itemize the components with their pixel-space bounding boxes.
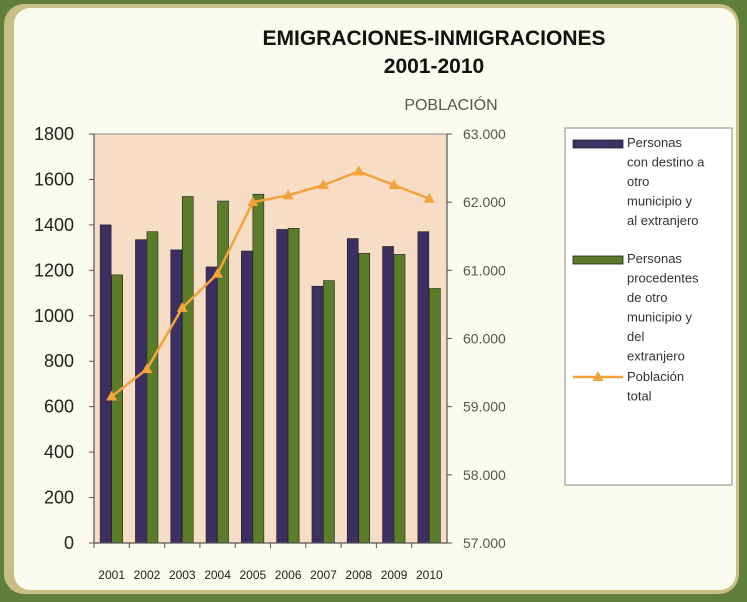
chart-title: EMIGRACIONES-INMIGRACIONES xyxy=(262,27,605,50)
x-tick-label: 2007 xyxy=(310,568,337,582)
right-axis-label: POBLACIÓN xyxy=(404,95,497,114)
x-tick-label: 2004 xyxy=(204,568,231,582)
legend-label: al extranjero xyxy=(627,213,699,228)
line-point xyxy=(212,267,224,278)
x-tick-label: 2001 xyxy=(98,568,125,582)
bar xyxy=(358,252,371,544)
bar xyxy=(170,249,183,544)
bar xyxy=(429,288,441,544)
bar xyxy=(181,196,194,544)
right-tick-label: 62.000 xyxy=(463,194,506,210)
line-point xyxy=(247,196,259,207)
legend-marker xyxy=(592,371,604,381)
left-tick-label: 600 xyxy=(44,397,74,417)
bar xyxy=(417,231,430,544)
legend-swatch xyxy=(572,139,624,149)
left-tick-label: 1800 xyxy=(34,124,74,144)
legend-label: extranjero xyxy=(627,349,685,364)
legend-label: Personas xyxy=(627,135,682,150)
legend-box xyxy=(564,127,733,486)
bar xyxy=(135,239,147,544)
legend-label: otro xyxy=(627,174,649,189)
line-point xyxy=(282,189,294,200)
line-point xyxy=(388,179,400,190)
bar xyxy=(287,227,300,544)
legend-label: Personas xyxy=(627,251,682,266)
legend-swatch xyxy=(572,255,624,265)
line-point xyxy=(423,192,435,203)
left-tick-label: 1000 xyxy=(34,306,74,326)
bar xyxy=(99,224,112,544)
legend-label: total xyxy=(627,389,652,404)
line-point xyxy=(176,301,188,312)
line-series xyxy=(110,170,430,398)
left-tick-label: 200 xyxy=(44,488,74,508)
x-tick-label: 2005 xyxy=(239,568,266,582)
x-tick-label: 2003 xyxy=(169,568,196,582)
chart-subtitle: 2001-2010 xyxy=(384,55,484,78)
left-tick-label: 800 xyxy=(44,351,74,371)
line-point xyxy=(353,165,365,176)
x-tick-label: 2009 xyxy=(381,568,408,582)
left-tick-label: 1400 xyxy=(34,215,74,235)
legend-label: procedentes xyxy=(627,271,699,286)
right-tick-label: 58.000 xyxy=(463,467,506,483)
legend-label: municipio y xyxy=(627,194,693,209)
line-point xyxy=(106,390,118,401)
left-tick-label: 400 xyxy=(44,442,74,462)
bar xyxy=(111,274,123,544)
legend-label: de otro xyxy=(627,290,667,305)
bar xyxy=(346,238,359,544)
legend-label: del xyxy=(627,329,644,344)
right-tick-label: 63.000 xyxy=(463,126,506,142)
bar xyxy=(393,254,406,544)
bar xyxy=(205,266,218,544)
x-tick-label: 2008 xyxy=(345,568,372,582)
right-tick-label: 57.000 xyxy=(463,535,506,551)
bar xyxy=(382,246,394,544)
x-tick-label: 2006 xyxy=(275,568,302,582)
x-tick-label: 2010 xyxy=(416,568,443,582)
line-point xyxy=(141,363,153,374)
right-tick-label: 60.000 xyxy=(463,331,506,347)
bar xyxy=(323,280,335,544)
legend-label: con destino a xyxy=(627,155,705,170)
right-tick-label: 59.000 xyxy=(463,399,506,415)
right-tick-label: 61.000 xyxy=(463,262,506,278)
left-tick-label: 1600 xyxy=(34,169,74,189)
line-point xyxy=(317,179,329,190)
x-tick-label: 2002 xyxy=(134,568,161,582)
legend-label: municipio y xyxy=(627,310,693,325)
bar xyxy=(241,250,253,544)
bar xyxy=(146,231,159,544)
bar xyxy=(276,229,288,544)
left-tick-label: 0 xyxy=(64,533,74,553)
bar xyxy=(311,285,324,544)
bar xyxy=(252,193,265,544)
legend-label: Población xyxy=(627,369,684,384)
left-tick-label: 1200 xyxy=(34,260,74,280)
